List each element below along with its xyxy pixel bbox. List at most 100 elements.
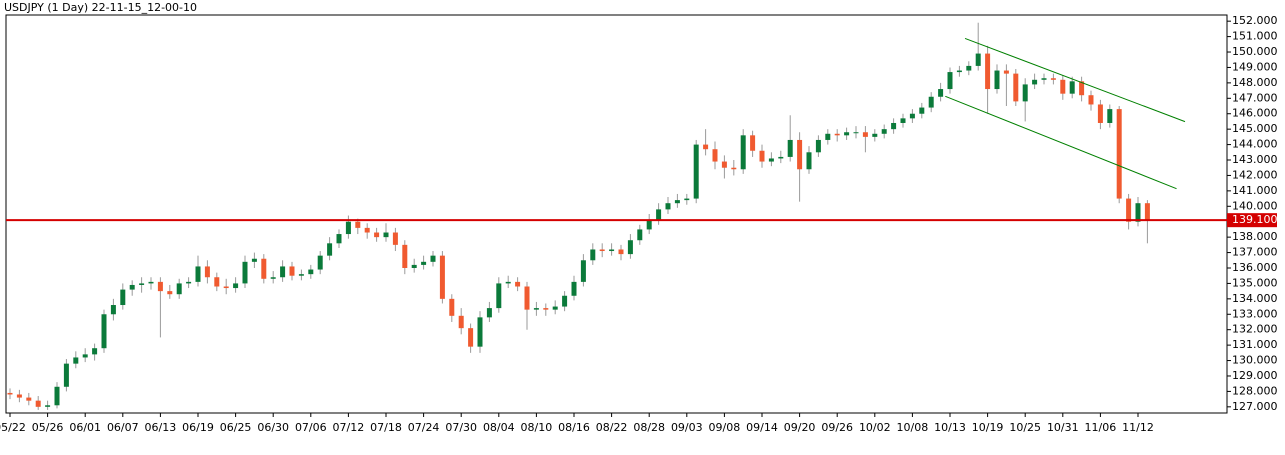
x-tick-label: 06/01	[69, 421, 101, 434]
candle-body	[505, 281, 511, 284]
x-tick-label: 10/19	[972, 421, 1004, 434]
candle-body	[721, 161, 727, 168]
candle-body	[731, 167, 737, 170]
candle-body	[1116, 109, 1122, 199]
candle-body	[515, 281, 521, 287]
candle-body	[355, 221, 361, 228]
candle-body	[674, 200, 680, 204]
candle-body	[928, 96, 934, 108]
x-tick-label: 07/12	[333, 421, 365, 434]
candle-body	[797, 139, 803, 170]
x-tick-label: 09/03	[671, 421, 703, 434]
candle-body	[364, 227, 370, 233]
x-tick-label: 07/24	[408, 421, 440, 434]
candle-body	[1022, 84, 1028, 102]
x-tick-label: 06/13	[145, 421, 177, 434]
candle-body	[881, 129, 887, 134]
candle-body	[289, 266, 295, 276]
candle-body	[7, 392, 13, 395]
candle-body	[844, 132, 850, 136]
x-tick-label: 10/13	[934, 421, 966, 434]
candle-body	[204, 266, 210, 278]
current-price-box	[1227, 213, 1277, 228]
x-tick-label: 05/22	[0, 421, 26, 434]
candle-body	[938, 89, 944, 97]
x-tick-label: 10/25	[1009, 421, 1041, 434]
candle-body	[176, 283, 182, 295]
candle-body	[1032, 79, 1038, 85]
candle-body	[298, 274, 304, 276]
candle-body	[768, 158, 774, 162]
candle-body	[599, 249, 605, 252]
candle-body	[280, 266, 286, 278]
candle-body	[947, 72, 953, 90]
candle-body	[374, 232, 380, 238]
candle-body	[223, 286, 229, 289]
y-tick-label: 148.000	[1232, 76, 1278, 89]
candle-body	[618, 249, 624, 255]
y-tick-label: 134.000	[1232, 292, 1278, 305]
candle-body	[1126, 198, 1132, 222]
chart-title: USDJPY (1 Day) 22-11-15_12-00-10	[4, 1, 197, 14]
candle-body	[16, 394, 22, 398]
candle-body	[411, 264, 417, 268]
candle-body	[167, 291, 173, 295]
candle-body	[54, 386, 60, 406]
candle-body	[35, 400, 41, 407]
y-tick-label: 137.000	[1232, 246, 1278, 259]
y-tick-label: 151.000	[1232, 30, 1278, 43]
candle-body	[120, 289, 126, 306]
y-tick-label: 127.000	[1232, 400, 1278, 413]
y-tick-label: 145.000	[1232, 122, 1278, 135]
candle-body	[1060, 79, 1066, 94]
candle-body	[449, 298, 455, 316]
candle-body	[580, 260, 586, 282]
candle-body	[496, 283, 502, 309]
candle-body	[909, 113, 915, 119]
x-tick-label: 08/28	[633, 421, 665, 434]
candle-body	[872, 133, 878, 137]
candle-body	[1135, 203, 1141, 222]
candle-body	[336, 234, 342, 244]
candle-body	[458, 315, 464, 329]
candle-body	[63, 363, 69, 387]
candle-body	[439, 255, 445, 299]
candle-body	[157, 281, 163, 292]
candle-body	[590, 249, 596, 261]
candle-body	[778, 156, 784, 159]
candle-body	[73, 357, 79, 364]
candle-body	[562, 295, 568, 307]
x-tick-label: 06/07	[107, 421, 139, 434]
x-tick-label: 07/18	[370, 421, 402, 434]
x-tick-label: 05/26	[32, 421, 64, 434]
candle-body	[759, 150, 765, 162]
candle-body	[1041, 78, 1047, 80]
candle-body	[261, 258, 267, 279]
y-tick-label: 132.000	[1232, 323, 1278, 336]
trend-line	[945, 95, 1177, 190]
x-tick-label: 08/04	[483, 421, 515, 434]
y-tick-label: 150.000	[1232, 45, 1278, 58]
x-tick-label: 09/08	[709, 421, 741, 434]
candle-body	[956, 70, 962, 73]
candle-body	[900, 118, 906, 123]
candle-body	[975, 53, 981, 66]
candle-body	[862, 132, 868, 137]
candle-body	[1079, 81, 1085, 96]
y-tick-label: 138.000	[1232, 230, 1278, 243]
candle-body	[270, 277, 276, 279]
candle-body	[26, 397, 32, 401]
candle-body	[891, 122, 897, 130]
candle-body	[1013, 73, 1019, 102]
candle-body	[609, 249, 615, 252]
candle-body	[430, 255, 436, 262]
candle-body	[524, 286, 530, 310]
x-tick-label: 08/10	[521, 421, 553, 434]
candle-body	[665, 203, 671, 210]
candle-body	[1107, 109, 1113, 123]
y-tick-label: 133.000	[1232, 307, 1278, 320]
candle-body	[92, 348, 98, 355]
y-tick-label: 146.000	[1232, 107, 1278, 120]
current-price-label: 139.100	[1232, 213, 1278, 226]
candle-body	[327, 243, 333, 256]
